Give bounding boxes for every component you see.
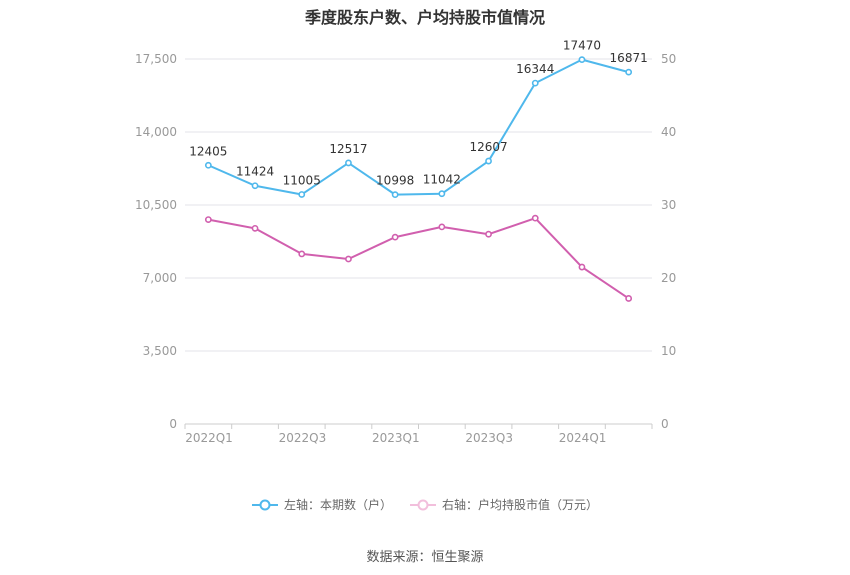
data-label: 11005	[283, 173, 321, 187]
data-point-market-value	[345, 255, 352, 263]
data-point-market-value	[438, 223, 446, 231]
legend-item-left-series[interactable]: 左轴：本期数（户）	[251, 496, 392, 513]
data-label: 11424	[236, 165, 274, 179]
data-label: 11042	[423, 173, 461, 187]
left-axis-tick-label: 0	[169, 417, 177, 431]
data-point-holders	[438, 190, 446, 198]
x-axis-tick-label: 2023Q3	[465, 431, 513, 445]
right-axis-tick-label: 50	[661, 52, 676, 66]
data-label: 12405	[189, 144, 227, 158]
data-point-holders	[485, 157, 492, 165]
legend: 左轴：本期数（户） 右轴：户均持股市值（万元）	[0, 496, 850, 513]
data-label: 10998	[376, 174, 414, 188]
right-axis-tick-label: 10	[661, 344, 676, 358]
x-axis-tick-label: 2022Q3	[279, 431, 327, 445]
data-point-market-value	[391, 233, 399, 241]
data-point-holders	[345, 159, 352, 167]
right-axis-tick-label: 20	[661, 271, 676, 285]
data-point-market-value	[298, 250, 306, 258]
data-point-holders	[531, 79, 539, 87]
legend-label-left-series: 左轴：本期数（户）	[283, 498, 392, 512]
left-axis-tick-label: 14,000	[135, 125, 177, 139]
legend-label-right-series: 右轴：户均持股市值（万元）	[442, 498, 599, 512]
x-axis-tick-label: 2024Q1	[559, 431, 607, 445]
data-point-market-value	[625, 295, 633, 302]
data-point-holders	[391, 191, 399, 199]
right-axis-tick-label: 40	[661, 125, 676, 139]
right-axis-tick-label: 30	[661, 198, 676, 212]
data-label: 12607	[469, 140, 507, 154]
data-point-market-value	[531, 214, 539, 222]
legend-swatch-blue-icon	[251, 499, 278, 510]
data-label: 16871	[610, 51, 648, 65]
legend-swatch-pink-icon	[410, 499, 436, 510]
data-point-market-value	[485, 230, 492, 238]
data-point-market-value	[204, 216, 212, 223]
data-point-holders	[578, 56, 586, 64]
series-line-market-value	[208, 217, 630, 300]
series-line-holders	[207, 58, 629, 196]
left-axis-tick-label: 7,000	[143, 271, 177, 285]
x-axis-tick-label: 2023Q1	[372, 431, 420, 445]
data-label: 17470	[563, 39, 601, 53]
data-point-holders	[298, 191, 306, 198]
chart-title: 季度股东户数、户均持股市值情况	[304, 8, 545, 27]
data-label: 16344	[516, 62, 554, 76]
right-axis-tick-label: 0	[661, 417, 669, 431]
data-point-holders	[251, 182, 259, 190]
left-axis-tick-label: 17,500	[135, 52, 177, 66]
source-note: 数据来源：恒生聚源	[366, 550, 484, 565]
data-point-holders	[625, 68, 633, 76]
data-label: 12517	[329, 142, 367, 156]
data-point-market-value	[578, 263, 586, 271]
left-axis-tick-label: 10,500	[135, 198, 177, 212]
left-axis-tick-label: 3,500	[143, 344, 177, 358]
data-point-holders	[204, 161, 212, 169]
x-axis-tick-label: 2022Q1	[185, 431, 233, 445]
data-point-market-value	[251, 224, 259, 232]
legend-item-right-series[interactable]: 右轴：户均持股市值（万元）	[410, 496, 598, 513]
